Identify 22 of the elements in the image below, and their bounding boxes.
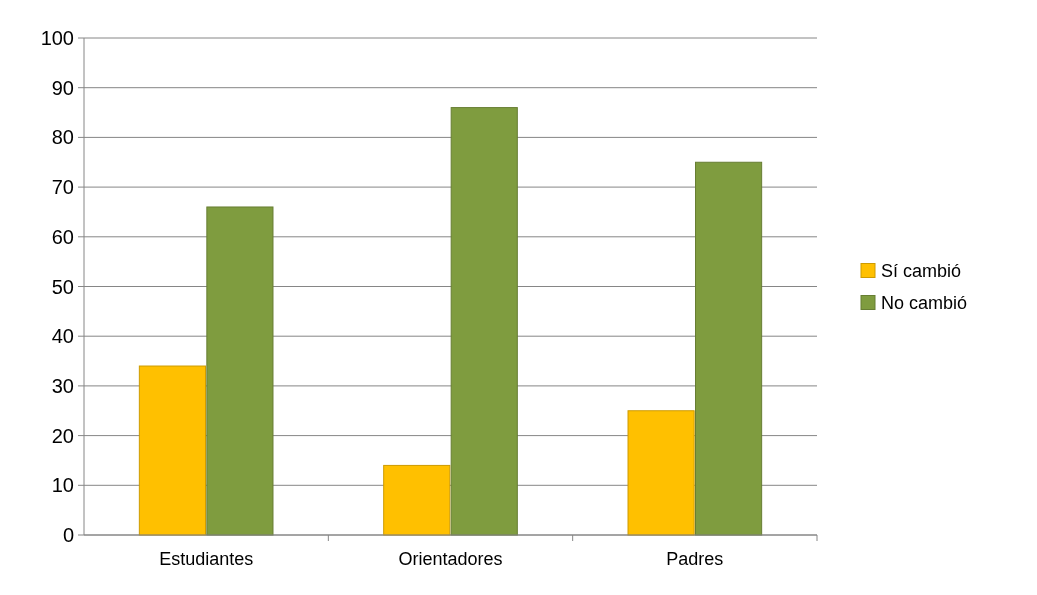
y-tick-label: 80 — [51, 126, 74, 149]
bar — [138, 365, 206, 536]
bar — [450, 107, 518, 536]
bar — [206, 206, 274, 536]
y-tick-label: 90 — [51, 76, 74, 99]
y-tick-label: 50 — [51, 275, 74, 298]
y-tick-label: 60 — [51, 225, 74, 248]
legend-label: No cambió — [881, 292, 968, 313]
bar — [627, 410, 695, 536]
x-tick-label: Padres — [666, 549, 724, 569]
x-tick-label: Estudiantes — [159, 549, 254, 569]
x-tick-label: Orientadores — [398, 549, 503, 569]
bar — [383, 464, 451, 536]
bar — [695, 161, 763, 536]
y-tick-label: 20 — [51, 424, 74, 447]
y-tick-label: 30 — [51, 374, 74, 397]
y-tick-label: 10 — [51, 474, 74, 497]
legend-label: Sí cambió — [881, 260, 962, 281]
y-tick-label: 70 — [51, 176, 74, 199]
y-tick-label: 0 — [62, 524, 74, 546]
y-tick-label: 40 — [51, 325, 74, 348]
y-tick-label: 100 — [40, 27, 74, 49]
